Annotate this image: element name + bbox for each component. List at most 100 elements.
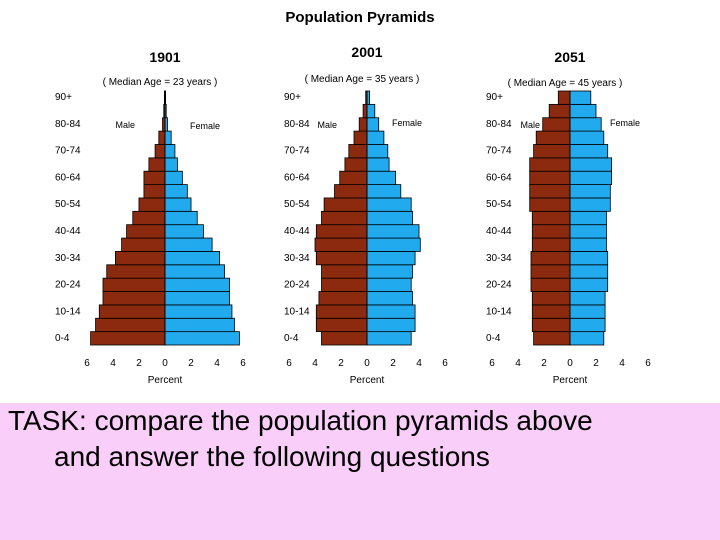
task-line-2: and answer the following questions bbox=[54, 441, 490, 472]
age-tick-label: 40-44 bbox=[486, 226, 512, 237]
male-bar-75-79 bbox=[535, 130, 571, 145]
pyramid-title: 2051 bbox=[554, 49, 585, 65]
female-bar-30-34 bbox=[569, 251, 609, 266]
female-bar-20-24 bbox=[569, 277, 609, 292]
age-tick-label: 70-74 bbox=[486, 146, 512, 157]
female-bar-55-59 bbox=[366, 184, 402, 199]
female-bar-70-74 bbox=[164, 144, 176, 159]
female-series-label: Female bbox=[190, 121, 220, 131]
male-bar-80-84 bbox=[358, 117, 368, 132]
age-tick-label: 90+ bbox=[55, 92, 72, 103]
x-tick-label: 6 bbox=[240, 358, 246, 369]
female-bar-5-9 bbox=[366, 317, 416, 333]
male-bar-25-29 bbox=[321, 264, 368, 279]
male-bar-55-59 bbox=[334, 184, 368, 199]
male-bar-40-44 bbox=[315, 224, 368, 239]
female-bar-30-34 bbox=[164, 251, 220, 266]
x-tick-label: 6 bbox=[645, 358, 651, 369]
male-bar-15-19 bbox=[531, 291, 571, 306]
male-bar-5-9 bbox=[95, 317, 166, 333]
female-bar-45-49 bbox=[164, 210, 198, 226]
male-bar-85-89 bbox=[548, 103, 571, 119]
x-tick-label: 6 bbox=[489, 358, 495, 369]
male-bar-5-9 bbox=[315, 317, 368, 333]
female-bar-75-79 bbox=[164, 130, 172, 145]
age-tick-label: 40-44 bbox=[284, 226, 310, 237]
male-bar-25-29 bbox=[106, 264, 166, 279]
female-series-label: Female bbox=[392, 118, 422, 128]
pyramid-2001: 2001 ( Median Age = 35 years ) Male Female 9… bbox=[284, 44, 448, 386]
female-bar-45-49 bbox=[569, 210, 607, 226]
female-bar-35-39 bbox=[569, 237, 607, 252]
female-bar-40-44 bbox=[569, 224, 607, 239]
age-tick-label: 70-74 bbox=[55, 146, 81, 157]
male-bar-45-49 bbox=[321, 210, 368, 226]
x-tick-label: 4 bbox=[110, 358, 116, 369]
x-tick-label: 4 bbox=[416, 358, 422, 369]
male-bar-30-34 bbox=[115, 251, 166, 266]
x-tick-label: 2 bbox=[593, 358, 599, 369]
age-tick-label: 60-64 bbox=[486, 172, 512, 183]
female-bar-10-14 bbox=[164, 304, 233, 319]
female-bar-85-89 bbox=[569, 103, 597, 119]
female-bar-75-79 bbox=[366, 130, 385, 145]
male-bar-50-54 bbox=[529, 197, 571, 212]
age-tick-label: 0-4 bbox=[486, 333, 501, 344]
female-bar-65-69 bbox=[164, 157, 178, 172]
male-bar-75-79 bbox=[353, 130, 368, 145]
pyramid-subtitle: ( Median Age = 45 years ) bbox=[508, 78, 623, 89]
age-tick-label: 90+ bbox=[284, 92, 301, 103]
male-bar-60-64 bbox=[529, 170, 571, 185]
male-bar-25-29 bbox=[530, 264, 571, 279]
male-bar-35-39 bbox=[314, 237, 368, 252]
female-bar-55-59 bbox=[164, 184, 188, 199]
male-bar-70-74 bbox=[154, 144, 166, 159]
female-bar-80-84 bbox=[569, 117, 602, 132]
male-bar-10-14 bbox=[315, 304, 368, 319]
pyramid-subtitle: ( Median Age = 35 years ) bbox=[305, 74, 420, 85]
age-tick-label: 0-4 bbox=[55, 333, 70, 344]
female-bar-50-54 bbox=[366, 197, 412, 212]
female-bar-60-64 bbox=[164, 170, 183, 185]
x-tick-label: 4 bbox=[619, 358, 625, 369]
female-bar-35-39 bbox=[366, 237, 421, 252]
x-tick-label: 4 bbox=[214, 358, 220, 369]
female-bar-20-24 bbox=[164, 277, 230, 292]
male-bar-50-54 bbox=[323, 197, 368, 212]
female-bar-45-49 bbox=[366, 210, 413, 226]
male-bar-70-74 bbox=[348, 144, 368, 159]
pyramid-2051: 2051 ( Median Age = 45 years ) Male Female 9… bbox=[486, 49, 651, 386]
x-tick-label: 0 bbox=[162, 358, 168, 369]
female-bar-70-74 bbox=[366, 144, 389, 159]
male-bar-10-14 bbox=[98, 304, 166, 319]
female-bar-15-19 bbox=[569, 291, 606, 306]
female-bar-60-64 bbox=[366, 170, 397, 185]
female-bar-15-19 bbox=[366, 291, 413, 306]
pyramid-subtitle: ( Median Age = 23 years ) bbox=[103, 77, 218, 88]
x-tick-label: 4 bbox=[515, 358, 521, 369]
female-bar-90+ bbox=[569, 90, 592, 105]
male-bar-65-69 bbox=[529, 157, 571, 172]
female-series-label: Female bbox=[610, 118, 640, 128]
female-bar-0-4 bbox=[569, 331, 605, 346]
male-bar-80-84 bbox=[542, 117, 571, 132]
age-tick-label: 60-64 bbox=[284, 172, 310, 183]
male-bar-0-4 bbox=[321, 331, 368, 346]
age-tick-label: 60-64 bbox=[55, 172, 81, 183]
male-bar-20-24 bbox=[321, 277, 368, 292]
female-bar-40-44 bbox=[366, 224, 420, 239]
male-bar-30-34 bbox=[530, 251, 571, 266]
age-tick-label: 0-4 bbox=[284, 333, 299, 344]
male-bar-0-4 bbox=[90, 331, 166, 346]
age-tick-label: 20-24 bbox=[284, 280, 310, 291]
female-bar-65-69 bbox=[366, 157, 390, 172]
female-bar-75-79 bbox=[569, 130, 605, 145]
age-tick-label: 20-24 bbox=[55, 280, 81, 291]
population-pyramids-figure: Population Pyramids 1901 ( Median Age = 2… bbox=[55, 9, 651, 386]
male-bar-15-19 bbox=[318, 291, 368, 306]
female-bar-50-54 bbox=[164, 197, 192, 212]
male-bar-0-4 bbox=[533, 331, 571, 346]
male-bar-20-24 bbox=[102, 277, 166, 292]
male-bar-40-44 bbox=[126, 224, 166, 239]
female-bar-40-44 bbox=[164, 224, 204, 239]
